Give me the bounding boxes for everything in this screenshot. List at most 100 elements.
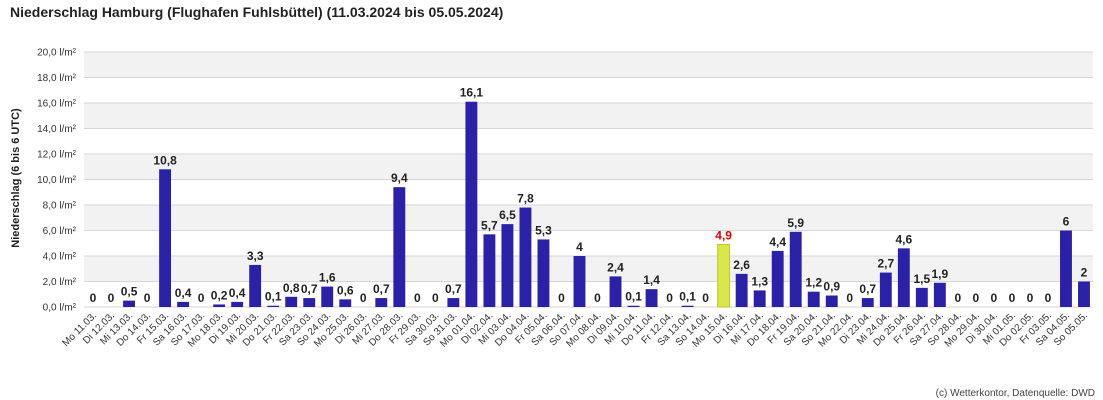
value-label: 2,4 — [607, 260, 624, 274]
grid-band — [84, 154, 1093, 180]
bar — [915, 287, 928, 307]
bar — [933, 282, 946, 307]
value-label: 0,1 — [679, 290, 696, 304]
value-label: 0 — [558, 291, 565, 305]
bar — [537, 239, 550, 307]
copyright-note: (c) Wetterkontor, Datenquelle: DWD — [935, 388, 1095, 399]
value-label: 10,8 — [153, 153, 177, 167]
bar — [771, 250, 784, 307]
bar — [465, 101, 478, 307]
value-label: 0 — [702, 291, 709, 305]
bars — [123, 101, 1090, 308]
bar — [249, 264, 262, 307]
bar — [897, 248, 910, 307]
value-label: 0 — [360, 291, 367, 305]
value-label: 0 — [846, 291, 853, 305]
value-label: 5,7 — [481, 218, 498, 232]
x-axis-ticks: Mo 11.03.Di 12.03.Mi 13.03.Do 14.03.Fr 1… — [60, 310, 1090, 349]
bar — [267, 305, 280, 307]
chart-title: Niederschlag Hamburg (Flughafen Fuhlsbüt… — [10, 4, 504, 20]
bar — [735, 273, 748, 307]
y-tick-label: 14,0 l/m² — [37, 124, 77, 135]
value-label: 1,5 — [913, 272, 930, 286]
bar — [375, 298, 388, 307]
value-label: 16,1 — [460, 86, 484, 100]
value-label: 2,7 — [877, 257, 894, 271]
y-tick-label: 10,0 l/m² — [37, 175, 77, 186]
bar — [159, 169, 172, 307]
value-label: 0,7 — [445, 282, 462, 296]
value-label: 1,9 — [932, 267, 949, 281]
value-label: 0 — [1027, 291, 1034, 305]
value-label: 0,8 — [283, 281, 300, 295]
value-labels: 0 0 0,5 010,80,4 0 0,2 0,43,30,10,8 0,71,60,600… — [90, 86, 1088, 305]
value-label: 0 — [1045, 291, 1052, 305]
y-axis-ticks: 0,0 l/m² 2,0 l/m² 4,0 l/m² 6,0 l/m² 8,0 l/m²… — [37, 48, 77, 314]
value-label: 0,7 — [301, 282, 318, 296]
value-label: 0 — [198, 291, 205, 305]
bar — [177, 301, 190, 307]
bar — [1060, 230, 1072, 307]
bar — [447, 298, 460, 307]
value-label: 7,8 — [517, 192, 534, 206]
value-label: 0 — [90, 291, 97, 305]
value-label: 0,6 — [337, 283, 354, 297]
y-tick-label: 6,0 l/m² — [43, 226, 77, 237]
value-label: 2 — [1081, 266, 1088, 280]
value-label: 5,9 — [787, 216, 804, 230]
bar — [285, 296, 298, 307]
value-label: 0,4 — [229, 286, 246, 300]
grid-band — [84, 205, 1093, 231]
y-tick-label: 8,0 l/m² — [43, 201, 77, 212]
bar — [303, 298, 316, 307]
value-label: 4,6 — [895, 232, 912, 246]
bar — [807, 291, 820, 307]
bar — [393, 187, 406, 307]
value-label: 4,9 — [715, 229, 732, 243]
bar — [861, 298, 874, 307]
value-label: 0 — [1009, 291, 1016, 305]
value-label: 0 — [108, 291, 115, 305]
value-label: 3,3 — [247, 249, 264, 263]
value-label: 4,4 — [769, 235, 786, 249]
bar — [645, 289, 658, 307]
bar — [609, 276, 622, 307]
value-label: 0 — [973, 291, 980, 305]
bar — [519, 207, 532, 307]
y-tick-label: 16,0 l/m² — [37, 99, 77, 110]
value-label: 0 — [666, 291, 673, 305]
value-label: 9,4 — [391, 171, 408, 185]
value-label: 0 — [432, 291, 439, 305]
grid-band — [84, 52, 1093, 78]
value-label: 6 — [1063, 215, 1070, 229]
y-tick-label: 2,0 l/m² — [43, 277, 77, 288]
bar — [501, 224, 514, 307]
y-tick-label: 12,0 l/m² — [37, 150, 77, 161]
value-label: 0,1 — [265, 290, 282, 304]
value-label: 0,2 — [211, 288, 228, 302]
bar — [825, 295, 838, 307]
bar — [879, 272, 892, 307]
value-label: 1,6 — [319, 271, 336, 285]
grid-bands — [84, 52, 1093, 282]
y-tick-label: 18,0 l/m² — [37, 73, 77, 84]
bar — [627, 305, 640, 307]
value-label: 0,7 — [373, 282, 390, 296]
value-label: 0 — [991, 291, 998, 305]
bar — [1078, 281, 1090, 307]
bar — [321, 286, 334, 307]
bar — [681, 305, 694, 307]
value-label: 0 — [144, 291, 151, 305]
y-axis-label: Niederschlag (6 bis 6 UTC) — [10, 108, 22, 248]
value-label: 6,5 — [499, 208, 516, 222]
value-label: 0,4 — [175, 286, 192, 300]
value-label: 0,5 — [121, 285, 138, 299]
value-label: 1,2 — [805, 276, 822, 290]
value-label: 5,3 — [535, 223, 552, 237]
bar — [231, 301, 244, 307]
bar — [213, 304, 226, 307]
grid-band — [84, 103, 1093, 129]
bar — [483, 234, 496, 307]
value-label: 0,9 — [823, 280, 840, 294]
